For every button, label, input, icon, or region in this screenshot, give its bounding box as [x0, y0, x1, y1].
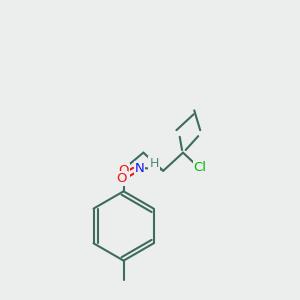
- Text: H: H: [149, 157, 159, 170]
- Text: N: N: [135, 162, 144, 175]
- Text: Cl: Cl: [194, 161, 207, 174]
- Text: O: O: [118, 164, 129, 177]
- Text: O: O: [116, 172, 127, 184]
